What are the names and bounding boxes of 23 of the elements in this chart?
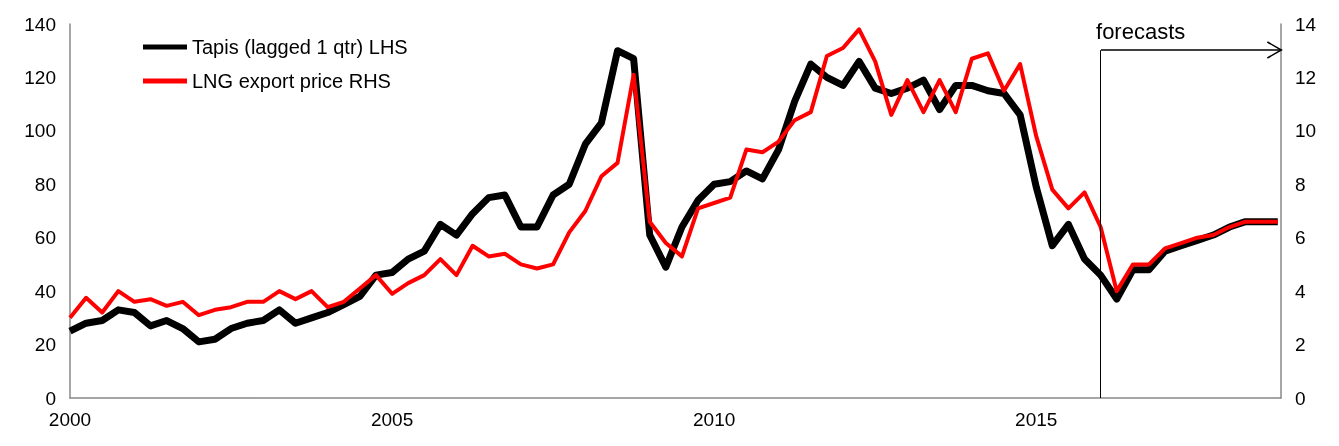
legend-label: Tapis (lagged 1 qtr) LHS (192, 36, 408, 58)
x-tick-label: 2005 (370, 409, 414, 430)
y-tick-label: 100 (24, 120, 56, 142)
legend-label: LNG export price RHS (192, 70, 391, 92)
x-tick-label: 2010 (693, 409, 736, 430)
y2-tick-label: 2 (1295, 334, 1306, 356)
y-tick-label: 60 (34, 227, 56, 249)
y-tick-label: 0 (45, 387, 56, 409)
y2-tick-label: 10 (1295, 120, 1317, 142)
ref-line-label: forecasts (1096, 18, 1186, 44)
y-tick-label: 40 (34, 280, 56, 302)
y2-tick-label: 0 (1295, 387, 1306, 409)
y-tick-label: 140 (24, 13, 56, 35)
y2-tick-label: 14 (1295, 13, 1317, 35)
y2-tick-label: 8 (1295, 173, 1306, 195)
y2-tick-label: 4 (1295, 280, 1306, 302)
y2-tick-label: 6 (1295, 227, 1306, 249)
x-tick-label: 2015 (1015, 409, 1058, 430)
y-tick-label: 80 (34, 173, 56, 195)
x-tick-label: 2000 (48, 409, 92, 430)
y-tick-label: 120 (24, 66, 56, 88)
y-tick-label: 20 (34, 334, 56, 356)
y2-tick-label: 12 (1295, 66, 1317, 88)
